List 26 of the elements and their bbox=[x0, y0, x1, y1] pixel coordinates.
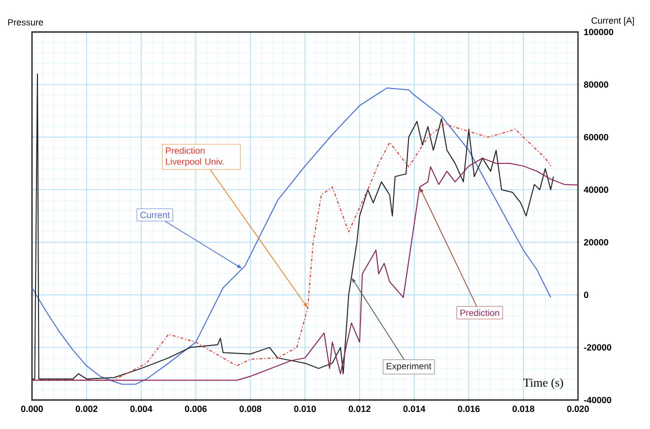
text: Prediction bbox=[460, 309, 500, 316]
y-axis-title: Pressure bbox=[8, 19, 44, 26]
x-tick-label: 0.016 bbox=[458, 406, 480, 412]
x-axis-title: Time (s) bbox=[523, 378, 564, 390]
x-tick-label: 0.020 bbox=[567, 406, 589, 412]
x-tick-label: 0.014 bbox=[403, 406, 426, 412]
text: Current bbox=[140, 212, 170, 218]
y2-tick-label: -20000 bbox=[584, 344, 612, 351]
y2-axis-title: Current [A] bbox=[592, 17, 634, 26]
text: Experiment bbox=[386, 362, 432, 372]
x-tick-label: 0.008 bbox=[240, 406, 262, 412]
y2-tick-label: 60000 bbox=[584, 134, 608, 140]
y2-tick-label: -40000 bbox=[584, 396, 612, 404]
x-tick-label: 0.018 bbox=[512, 406, 534, 412]
text: Prediction Liverpool Univ. bbox=[166, 147, 224, 167]
x-tick-label: 0.012 bbox=[348, 406, 370, 412]
x-tick-label: 0.010 bbox=[294, 406, 316, 412]
x-tick-label: 0.002 bbox=[76, 406, 98, 412]
y2-tick-label: 80000 bbox=[584, 81, 608, 88]
x-tick-label: 0.000 bbox=[21, 406, 43, 412]
y2-tick-label: 20000 bbox=[584, 239, 608, 246]
y2-tick-label: 0 bbox=[584, 292, 588, 298]
y2-tick-label: 40000 bbox=[584, 186, 608, 193]
y2-tick-label: 100000 bbox=[584, 28, 614, 36]
x-tick-label: 0.006 bbox=[184, 406, 207, 412]
x-tick-label: 0.004 bbox=[130, 406, 152, 412]
